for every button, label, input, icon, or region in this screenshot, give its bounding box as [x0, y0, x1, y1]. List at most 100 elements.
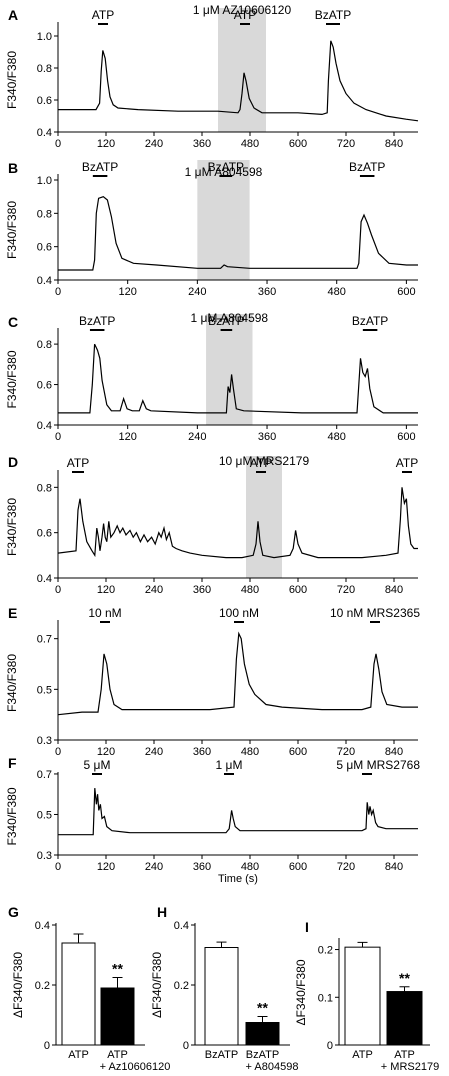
stimulus-label: 100 nM [219, 606, 259, 620]
significance-marker: ** [112, 961, 123, 977]
category-label: ATP [68, 1049, 89, 1061]
y-axis-label: F340/F380 [5, 201, 19, 259]
x-tick-label: 360 [193, 138, 211, 150]
x-tick-label: 600 [289, 138, 307, 150]
x-tick-label: 720 [337, 746, 355, 758]
x-tick-label: 360 [193, 746, 211, 758]
panel-letter: F [8, 755, 17, 771]
x-tick-label: 240 [188, 286, 206, 298]
y-tick-label: 0.4 [37, 420, 52, 432]
x-tick-label: 0 [55, 746, 61, 758]
x-tick-label: 240 [145, 861, 163, 873]
category-label: BzATP [205, 1049, 238, 1061]
panel-letter: A [8, 7, 18, 23]
y-tick-label: 0.7 [37, 769, 52, 781]
y-tick-label: 0.4 [37, 573, 52, 585]
trace-line [58, 196, 418, 271]
category-label: ATP [394, 1049, 415, 1061]
panel-letter: C [8, 314, 18, 330]
y-tick-label: 0 [44, 1040, 50, 1052]
trace-line [58, 788, 418, 836]
drug-shade [218, 8, 266, 132]
x-tick-label: 0 [55, 431, 61, 443]
y-axis-label: ΔF340/F380 [11, 952, 25, 1018]
x-tick-label: 840 [385, 138, 403, 150]
y-tick-label: 0.5 [37, 809, 52, 821]
stimulus-label: ATP [67, 456, 89, 470]
treatment-label: + Az10606120 [100, 1061, 171, 1073]
stimulus-label: ATP [234, 8, 256, 22]
x-tick-label: 840 [385, 861, 403, 873]
drug-label: 1 μM A804598 [185, 165, 263, 179]
y-tick-label: 0.8 [37, 63, 52, 75]
stimulus-label: ATP [396, 456, 418, 470]
x-tick-label: 120 [97, 746, 115, 758]
bar [61, 942, 96, 1046]
y-axis-label: F340/F380 [5, 51, 19, 109]
significance-marker: ** [257, 1000, 268, 1016]
x-tick-label: 480 [241, 584, 259, 596]
y-tick-label: 0.5 [37, 684, 52, 696]
stimulus-label: 5 μM MRS2768 [336, 758, 420, 772]
y-tick-label: 0.2 [35, 980, 50, 992]
trace-line [58, 40, 419, 122]
y-tick-label: 0.6 [37, 242, 52, 254]
y-tick-label: 0.3 [37, 735, 52, 747]
y-tick-label: 0.4 [37, 127, 52, 139]
x-tick-label: 840 [385, 584, 403, 596]
y-tick-label: 0.4 [174, 920, 189, 932]
panel-letter: D [8, 454, 18, 470]
stimulus-label: 10 nM [88, 606, 121, 620]
category-label: BzATP [246, 1049, 279, 1061]
treatment-label: + MRS2179 [381, 1061, 439, 1073]
x-tick-label: 480 [328, 286, 346, 298]
stimulus-label: BzATP [349, 160, 385, 174]
panel-letter: G [8, 904, 19, 920]
panel-letter: E [8, 605, 17, 621]
drug-shade [246, 456, 282, 578]
drug-shade [197, 160, 250, 280]
treatment-label: + A804598 [246, 1061, 299, 1073]
stimulus-label: ATP [250, 456, 272, 470]
x-tick-label: 0 [55, 584, 61, 596]
y-tick-label: 0.8 [37, 482, 52, 494]
x-axis-label: Time (s) [218, 873, 258, 885]
panel-D: D 10 μM MRS2179 0 120 240 360 480 600 720 840 0.4 0… [5, 454, 418, 596]
x-tick-label: 240 [145, 138, 163, 150]
x-tick-label: 240 [145, 746, 163, 758]
drug-shade [206, 314, 253, 425]
x-tick-label: 480 [328, 431, 346, 443]
panel-letter: B [8, 160, 18, 176]
x-tick-label: 480 [241, 746, 259, 758]
panel-F: F 0 120 240 360 480 600 720 840 0.3 0.5 0.7 F340/F38… [5, 755, 420, 885]
y-axis-label: ΔF340/F380 [294, 959, 308, 1025]
stimulus-label: BzATP [82, 160, 118, 174]
x-tick-label: 600 [397, 286, 415, 298]
stimulus-label: BzATP [352, 314, 388, 328]
stimulus-label: BzATP [315, 8, 351, 22]
panel-letter: H [157, 904, 167, 920]
x-tick-label: 120 [118, 431, 136, 443]
x-tick-label: 600 [289, 584, 307, 596]
y-tick-label: 0.6 [37, 528, 52, 540]
bar [100, 987, 135, 1046]
x-tick-label: 720 [337, 584, 355, 596]
y-tick-label: 0.8 [37, 339, 52, 351]
y-tick-label: 0.8 [37, 208, 52, 220]
trace-line [57, 631, 418, 716]
bar [344, 946, 381, 1046]
y-axis-label: F340/F380 [5, 654, 19, 712]
y-tick-label: 0.6 [37, 380, 52, 392]
category-label: ATP [107, 1049, 128, 1061]
panel-E: E 0 120 240 360 480 600 720 840 0.3 0.5 0.7 F340/F38… [5, 605, 420, 758]
stimulus-label: BzATP [208, 160, 244, 174]
drug-label: 1 μM AZ10606120 [193, 3, 292, 17]
x-tick-label: 120 [97, 861, 115, 873]
y-tick-label: 0 [183, 1040, 189, 1052]
y-tick-label: 0.6 [37, 95, 52, 107]
trace-line [58, 343, 418, 414]
x-tick-label: 360 [258, 286, 276, 298]
x-tick-label: 240 [145, 584, 163, 596]
y-tick-label: 1.0 [37, 31, 52, 43]
